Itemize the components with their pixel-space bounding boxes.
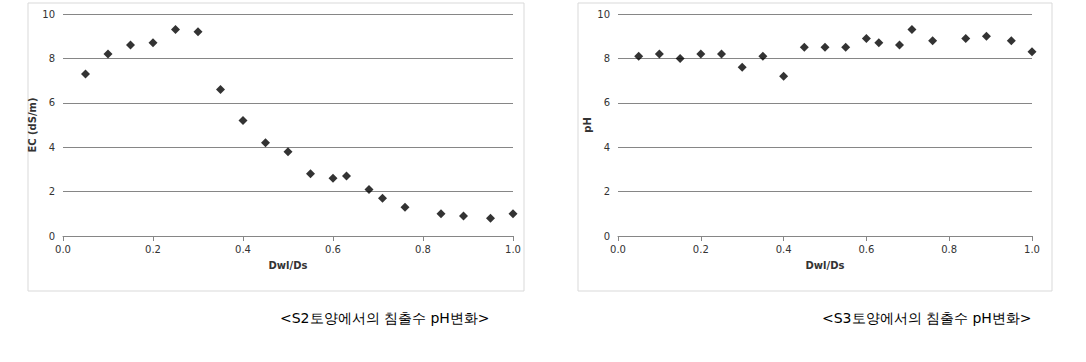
svg-text:1.0: 1.0 [505, 244, 521, 255]
svg-text:0.6: 0.6 [325, 244, 341, 255]
svg-text:0.0: 0.0 [610, 244, 626, 255]
svg-text:8: 8 [49, 53, 55, 64]
svg-text:0.0: 0.0 [55, 244, 71, 255]
svg-text:Dwl/Ds: Dwl/Ds [806, 260, 845, 271]
svg-text:0: 0 [49, 231, 55, 242]
svg-text:0.4: 0.4 [235, 244, 251, 255]
svg-text:2: 2 [49, 186, 55, 197]
svg-text:1.0: 1.0 [1024, 244, 1040, 255]
svg-text:10: 10 [597, 9, 610, 20]
svg-text:<S3토양에서의 침출수 pH변화>: <S3토양에서의 침출수 pH변화> [822, 310, 1032, 326]
svg-text:4: 4 [604, 142, 610, 153]
svg-text:10: 10 [42, 9, 55, 20]
svg-text:4: 4 [49, 142, 55, 153]
svg-text:EC (dS/m): EC (dS/m) [27, 97, 38, 152]
svg-text:8: 8 [604, 53, 610, 64]
svg-text:2: 2 [604, 186, 610, 197]
svg-text:<S2토양에서의 침출수 pH변화>: <S2토양에서의 침출수 pH변화> [280, 310, 490, 326]
svg-text:0.2: 0.2 [145, 244, 161, 255]
svg-text:6: 6 [604, 97, 610, 108]
svg-text:0.8: 0.8 [415, 244, 431, 255]
svg-text:pH: pH [582, 117, 593, 133]
svg-text:Dwl/Ds: Dwl/Ds [269, 260, 308, 271]
svg-text:0.4: 0.4 [776, 244, 792, 255]
svg-text:0.2: 0.2 [693, 244, 709, 255]
svg-text:0.6: 0.6 [858, 244, 874, 255]
svg-text:0.8: 0.8 [941, 244, 957, 255]
svg-text:0: 0 [604, 231, 610, 242]
svg-text:6: 6 [49, 97, 55, 108]
